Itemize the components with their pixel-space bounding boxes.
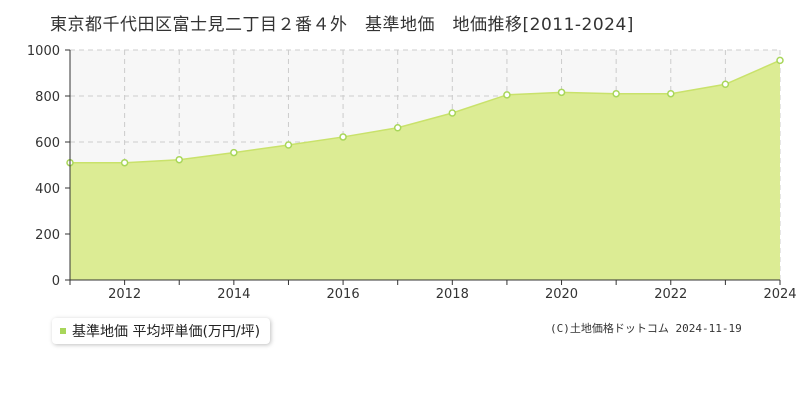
chart-title: 東京都千代田区富士見二丁目２番４外 基準地価 地価推移[2011-2024] xyxy=(50,15,634,35)
x-tick-label: 2016 xyxy=(327,287,360,302)
x-tick-label: 2018 xyxy=(436,287,469,302)
series-area xyxy=(70,60,780,280)
data-point xyxy=(120,158,129,167)
axes xyxy=(65,49,781,285)
y-tick-label: 0 xyxy=(52,274,60,289)
series-line xyxy=(70,59,781,164)
x-tick-label: 2020 xyxy=(545,287,578,302)
data-point xyxy=(667,89,675,98)
y-tick-label: 800 xyxy=(35,90,60,105)
legend: 基準地価 平均坪単価(万円/坪) xyxy=(52,318,271,344)
data-point xyxy=(448,109,457,117)
tick-labels: 0 200 400 600 800 1000 2012 2014 2016 2018 2020 202… xyxy=(27,44,797,302)
credit-source: (C)土地価格ドットコム xyxy=(550,322,669,335)
data-point xyxy=(776,56,784,65)
x-tick-label: 2022 xyxy=(654,287,687,302)
data-point xyxy=(339,133,347,141)
data-point xyxy=(612,89,620,98)
y-tick-label: 600 xyxy=(35,136,60,151)
data-points xyxy=(66,56,784,167)
y-tick-label: 1000 xyxy=(27,44,60,59)
x-tick-label: 2012 xyxy=(108,287,141,302)
credit-line: (C)土地価格ドットコム 2024-11-19 xyxy=(550,320,742,336)
data-point xyxy=(503,91,511,99)
x-tick-label: 2014 xyxy=(217,287,250,302)
data-point xyxy=(721,80,730,89)
data-point xyxy=(175,155,183,164)
data-point xyxy=(393,123,402,132)
y-tick-label: 200 xyxy=(35,228,60,243)
data-point xyxy=(557,88,566,97)
y-tick-label: 400 xyxy=(35,182,60,197)
data-point xyxy=(284,141,293,149)
data-point xyxy=(230,148,238,157)
x-tick-label: 2024 xyxy=(763,287,796,302)
legend-marker xyxy=(60,328,66,334)
legend-label: 基準地価 平均坪単価(万円/坪) xyxy=(72,324,261,340)
credit-date: 2024-11-19 xyxy=(675,322,742,335)
